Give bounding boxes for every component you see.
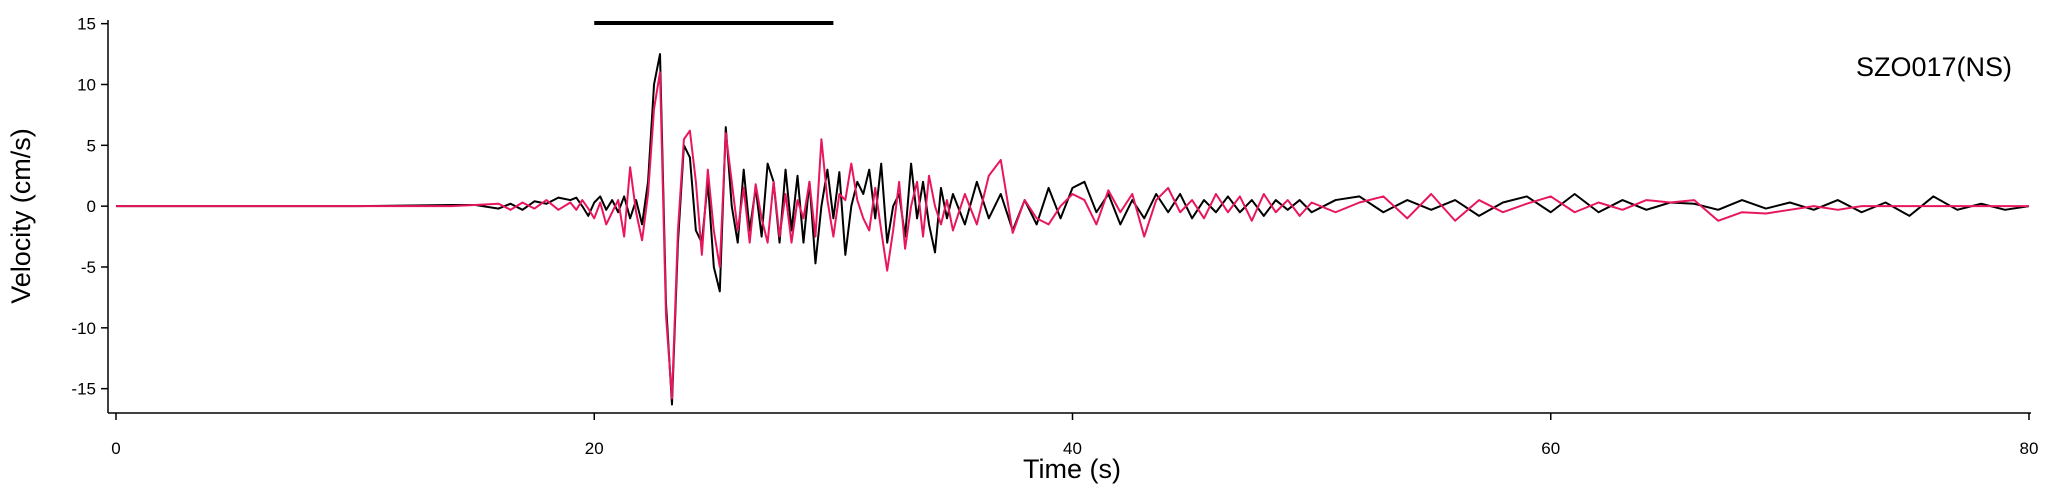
y-axis-label: Velocity (cm/s) [6,128,36,304]
series-line [116,53,2030,406]
annotation: SZO017(NS) [1856,52,2012,82]
y-tick-label: -5 [81,258,96,277]
x-tick-label: 0 [111,439,120,458]
x-axis-label: Time (s) [1023,454,1121,484]
y-tick-label: 5 [87,136,96,155]
x-tick-label: 20 [585,439,604,458]
y-tick-label: 10 [77,75,96,94]
y-tick-label: -10 [71,319,96,338]
y-tick-label: -15 [71,380,96,399]
x-tick-label: 60 [1541,439,1560,458]
x-tick-label: 40 [1063,439,1082,458]
y-tick-label: 15 [77,15,96,34]
x-tick-label: 80 [2020,439,2039,458]
series-line [116,71,2029,400]
y-tick-label: 0 [87,197,96,216]
